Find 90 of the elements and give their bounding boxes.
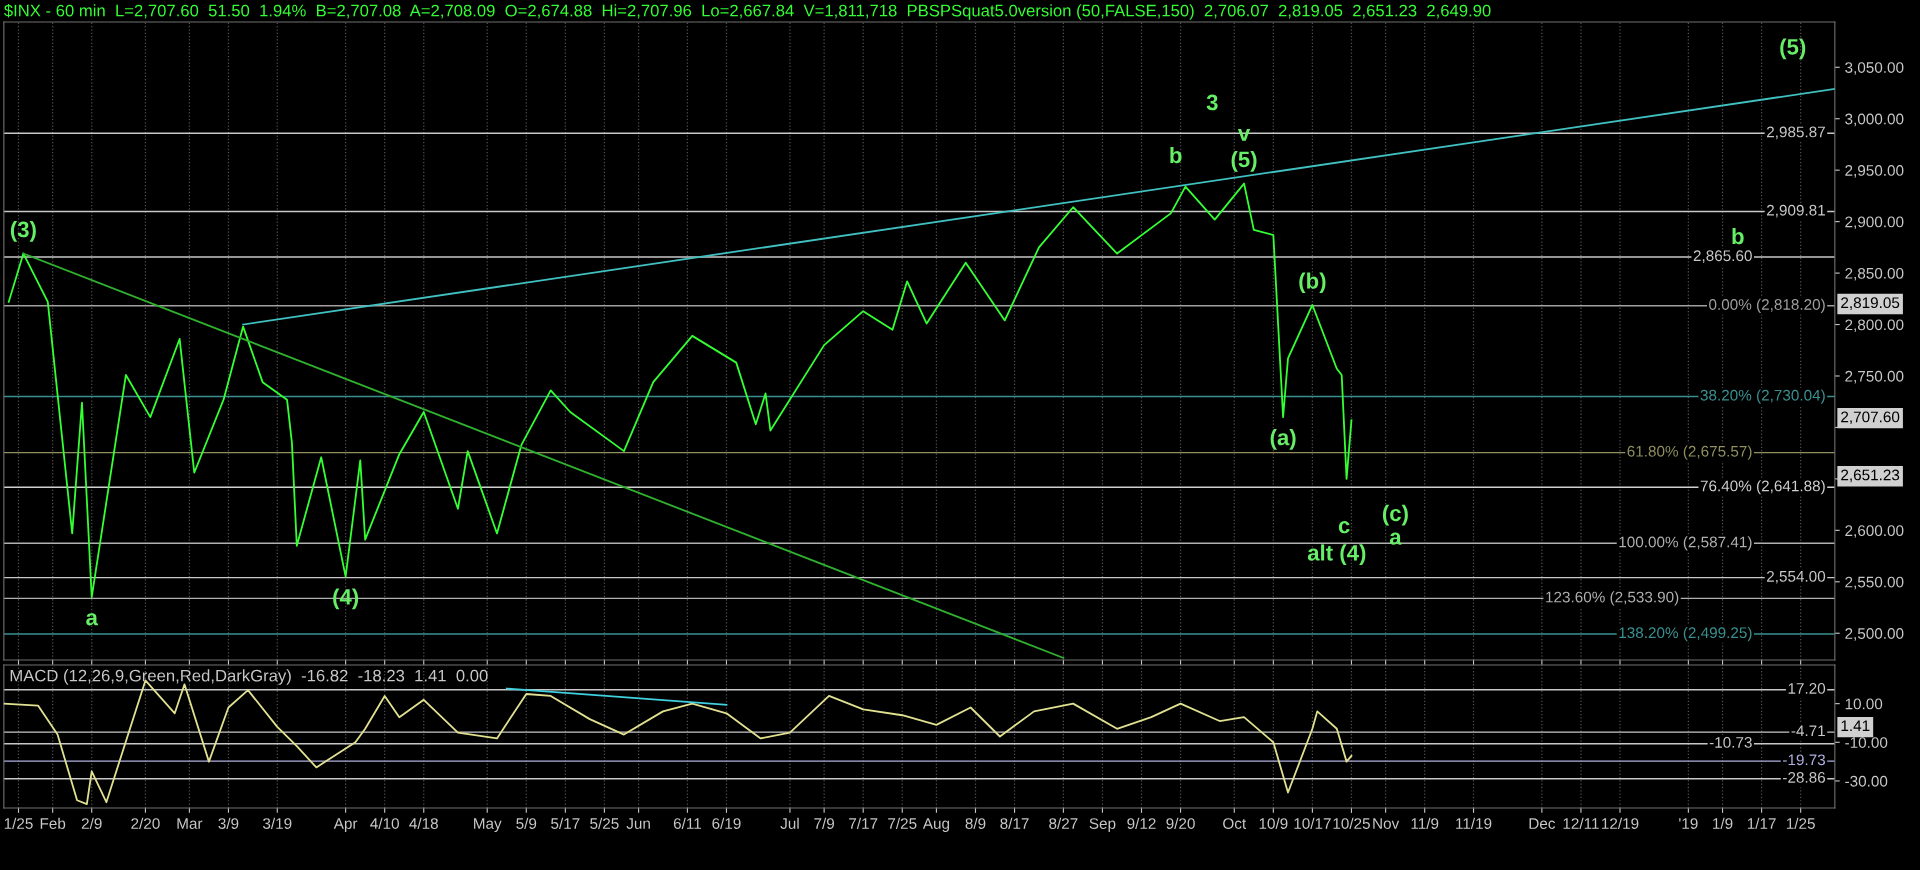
annotation: a — [1389, 532, 1402, 545]
text: 2,651.23 — [1841, 469, 1900, 483]
ref-line-label: 2,865.60 — [1693, 250, 1752, 263]
x-tick-label: 6/19 — [712, 817, 741, 829]
y-tick-label: -30.00 — [1845, 775, 1888, 787]
annotation: b — [1732, 227, 1744, 245]
x-tick-label: 11/9 — [1411, 817, 1439, 829]
annotation: (5) — [1231, 150, 1257, 172]
annotation: (a) — [1270, 429, 1296, 450]
y-tick-label: -10.00 — [1845, 737, 1888, 748]
x-tick-label: 5/25 — [590, 817, 619, 829]
x-tick-label: 8/17 — [1000, 817, 1029, 829]
x-tick-label: 4/18 — [409, 817, 438, 829]
ref-line-label: 0.00% (2,818.20) — [1709, 298, 1825, 313]
x-tick-label: Jun — [626, 818, 650, 829]
ref-line-label: 61.80% (2,675.57) — [1627, 445, 1752, 460]
ref-line-label: 2,909.81 — [1766, 204, 1825, 218]
x-tick-label: 3/19 — [262, 817, 292, 829]
y-tick-label: 2,950.00 — [1845, 165, 1904, 178]
ref-line-label: 76.40% (2,641.88) — [1700, 480, 1825, 495]
x-tick-label: 10/25 — [1333, 817, 1370, 829]
x-tick-label: Apr — [333, 818, 358, 832]
text: 1.41 — [1841, 720, 1870, 732]
x-tick-label: Jul — [780, 817, 799, 829]
x-tick-label: 12/11 — [1563, 817, 1599, 829]
ref-line-label: 138.20% (2,499.25) — [1619, 626, 1752, 642]
annotation: 3 — [1206, 94, 1218, 111]
chart-title: $INX - 60 min L=2,707.60 51.50 1.94% B=2,707.08 A=2,708.09 O=2,674.88 Hi=2,707.96 Lo=2,667.84 V=1,811,718 PBSPSquat5.0version (50,FALSE,150) 2,706.07 2,819.05 2,651.23 2,649.90 — [4, 4, 1491, 20]
x-tick-label: '19 — [1679, 818, 1698, 829]
text: 2,707.60 — [1841, 411, 1900, 425]
x-tick-label: 1/25 — [4, 817, 33, 829]
y-tick-label: 2,900.00 — [1845, 216, 1904, 230]
annotation: alt (4) — [1307, 544, 1366, 566]
ref-line-label: -4.71 — [1791, 725, 1825, 737]
annotation: (b) — [1299, 272, 1326, 294]
x-tick-label: 9/20 — [1166, 817, 1195, 829]
y-tick-label: 3,000.00 — [1845, 113, 1904, 127]
x-tick-label: 3/9 — [218, 817, 239, 829]
x-tick-label: 10/9 — [1259, 817, 1288, 829]
x-tick-label: Sep — [1089, 818, 1116, 832]
x-tick-label: 10/17 — [1294, 817, 1331, 829]
ref-line-label: 2,985.87 — [1766, 126, 1825, 140]
ref-line-label: -10.73 — [1709, 736, 1752, 748]
x-tick-label: 7/17 — [849, 817, 878, 829]
ref-line-label: -28.86 — [1783, 772, 1826, 783]
annotation: b — [1170, 146, 1182, 164]
x-tick-label: 8/9 — [965, 817, 986, 829]
x-tick-label: 11/19 — [1456, 817, 1492, 829]
y-tick-label: 2,500.00 — [1845, 628, 1904, 641]
x-tick-label: 5/17 — [551, 817, 580, 829]
x-tick-label: 6/11 — [673, 817, 701, 829]
annotation: a — [86, 613, 99, 626]
ref-line-label: 2,554.00 — [1766, 570, 1826, 584]
x-tick-label: 2/20 — [131, 817, 160, 829]
ref-line-label: 123.60% (2,533.90) — [1546, 591, 1679, 606]
y-tick-label: 10.00 — [1845, 698, 1883, 710]
annotation: c — [1338, 521, 1350, 534]
ref-line-label: -19.73 — [1783, 754, 1826, 766]
x-tick-label: 1/9 — [1713, 817, 1733, 829]
x-tick-label: 7/9 — [814, 817, 835, 829]
x-tick-label: 2/9 — [81, 817, 102, 829]
ref-line-label: 38.20% (2,730.04) — [1700, 389, 1825, 404]
y-tick-label: 2,750.00 — [1845, 370, 1904, 384]
x-tick-label: Dec — [1529, 818, 1556, 829]
x-tick-label: 5/9 — [516, 817, 537, 829]
text: 2,819.05 — [1841, 297, 1900, 310]
ref-line-label: 100.00% (2,587.41) — [1619, 536, 1752, 551]
annotation: (c) — [1382, 504, 1408, 526]
y-tick-label: 2,850.00 — [1845, 267, 1904, 281]
y-tick-label: 2,800.00 — [1845, 319, 1904, 333]
x-tick-label: 9/12 — [1127, 817, 1156, 829]
y-tick-label: 3,050.00 — [1845, 62, 1904, 75]
x-tick-label: Mar — [177, 818, 203, 829]
x-tick-label: 1/17 — [1747, 817, 1776, 829]
x-tick-label: Aug — [922, 818, 950, 832]
x-tick-label: 7/25 — [888, 817, 917, 829]
y-tick-label: 2,600.00 — [1845, 525, 1904, 538]
annotation: (5) — [1780, 38, 1806, 60]
x-tick-label: 1/25 — [1786, 817, 1815, 829]
x-tick-label: 4/10 — [370, 817, 399, 829]
x-tick-label: Feb — [40, 817, 66, 829]
annotation: (3) — [10, 220, 36, 242]
x-tick-label: 12/19 — [1602, 817, 1639, 829]
ref-line-label: 17.20 — [1788, 683, 1826, 694]
x-tick-label: Oct — [1223, 818, 1247, 829]
x-tick-label: Nov — [1373, 818, 1400, 829]
x-tick-label: 8/27 — [1049, 817, 1078, 829]
y-tick-label: 2,550.00 — [1845, 576, 1904, 590]
chart-title: MACD (12,26,9,Green,Red,DarkGray) -16.82 -18.23 1.41 0.00 — [10, 669, 488, 685]
x-tick-label: May — [474, 818, 502, 832]
